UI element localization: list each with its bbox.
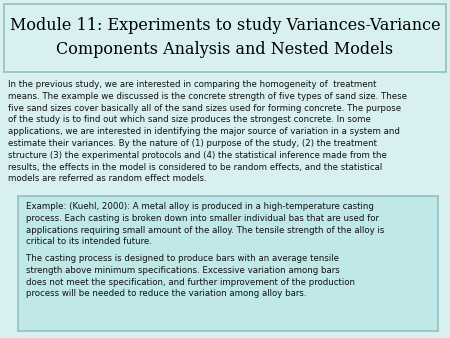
Text: Module 11: Experiments to study Variances-Variance: Module 11: Experiments to study Variance… (10, 17, 440, 33)
Text: Example: (Kuehl, 2000): A metal alloy is produced in a high-temperature casting
: Example: (Kuehl, 2000): A metal alloy is… (26, 202, 384, 246)
Bar (18, 196, 438, 331)
Text: Components Analysis and Nested Models: Components Analysis and Nested Models (56, 42, 394, 58)
Text: In the previous study, we are interested in comparing the homogeneity of  treatm: In the previous study, we are interested… (8, 80, 407, 184)
Bar (4, 4, 446, 72)
Text: The casting process is designed to produce bars with an average tensile
strength: The casting process is designed to produ… (26, 254, 355, 298)
